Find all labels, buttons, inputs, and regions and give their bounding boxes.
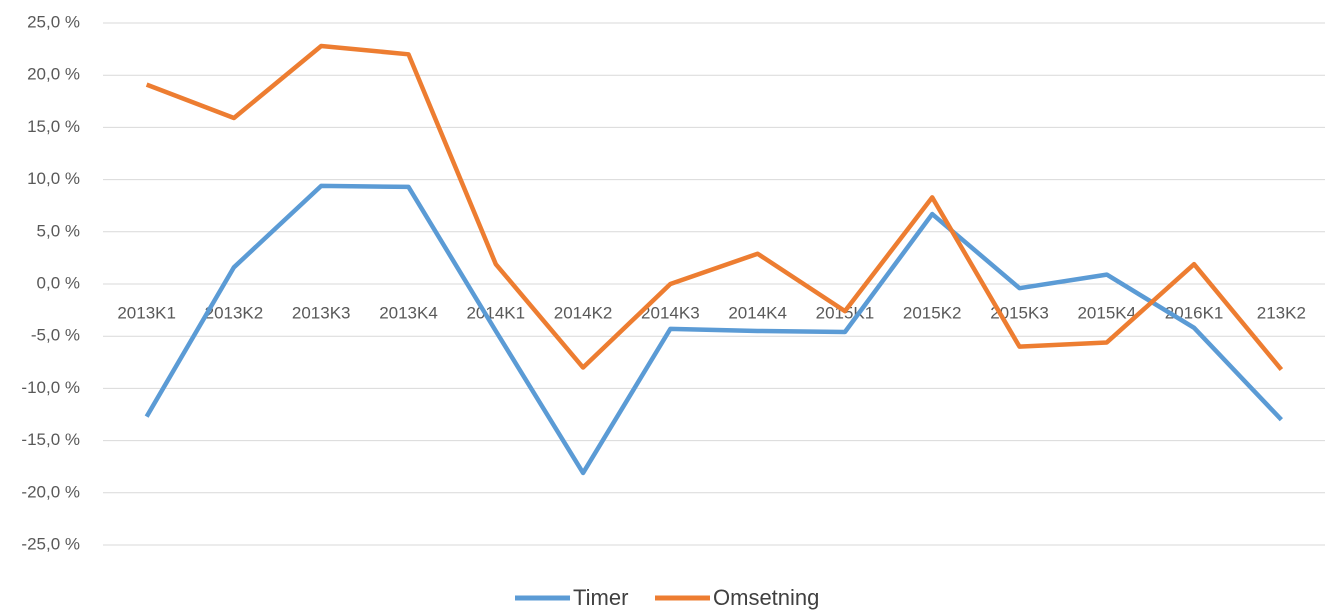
x-tick-label: 2015K4 [1077, 303, 1136, 322]
y-tick-label: 10,0 % [27, 169, 80, 188]
y-tick-label: -5,0 % [31, 326, 80, 345]
x-tick-label: 2013K3 [292, 303, 351, 322]
legend-label: Timer [573, 585, 628, 610]
y-tick-label: 25,0 % [27, 12, 80, 31]
x-tick-label: 2013K4 [379, 303, 438, 322]
y-tick-label: 15,0 % [27, 117, 80, 136]
x-tick-label: 2014K4 [728, 303, 787, 322]
x-tick-label: 2015K2 [903, 303, 962, 322]
line-series [145, 43, 1284, 372]
x-tick-label: 213K2 [1257, 303, 1306, 322]
x-tick-label: 2014K1 [466, 303, 525, 322]
y-tick-label: -20,0 % [21, 482, 80, 501]
x-tick-label: 2014K3 [641, 303, 700, 322]
y-tick-label: -10,0 % [21, 378, 80, 397]
legend-label: Omsetning [713, 585, 819, 610]
x-tick-label: 2014K2 [554, 303, 613, 322]
y-tick-label: -25,0 % [21, 534, 80, 553]
x-tick-label: 2013K1 [117, 303, 176, 322]
line-series [144, 183, 1283, 476]
y-tick-label: 0,0 % [37, 273, 80, 292]
x-tick-label: 2013K2 [205, 303, 264, 322]
y-tick-label: 20,0 % [27, 65, 80, 84]
y-tick-label: 5,0 % [37, 221, 80, 240]
y-tick-label: -15,0 % [21, 430, 80, 449]
